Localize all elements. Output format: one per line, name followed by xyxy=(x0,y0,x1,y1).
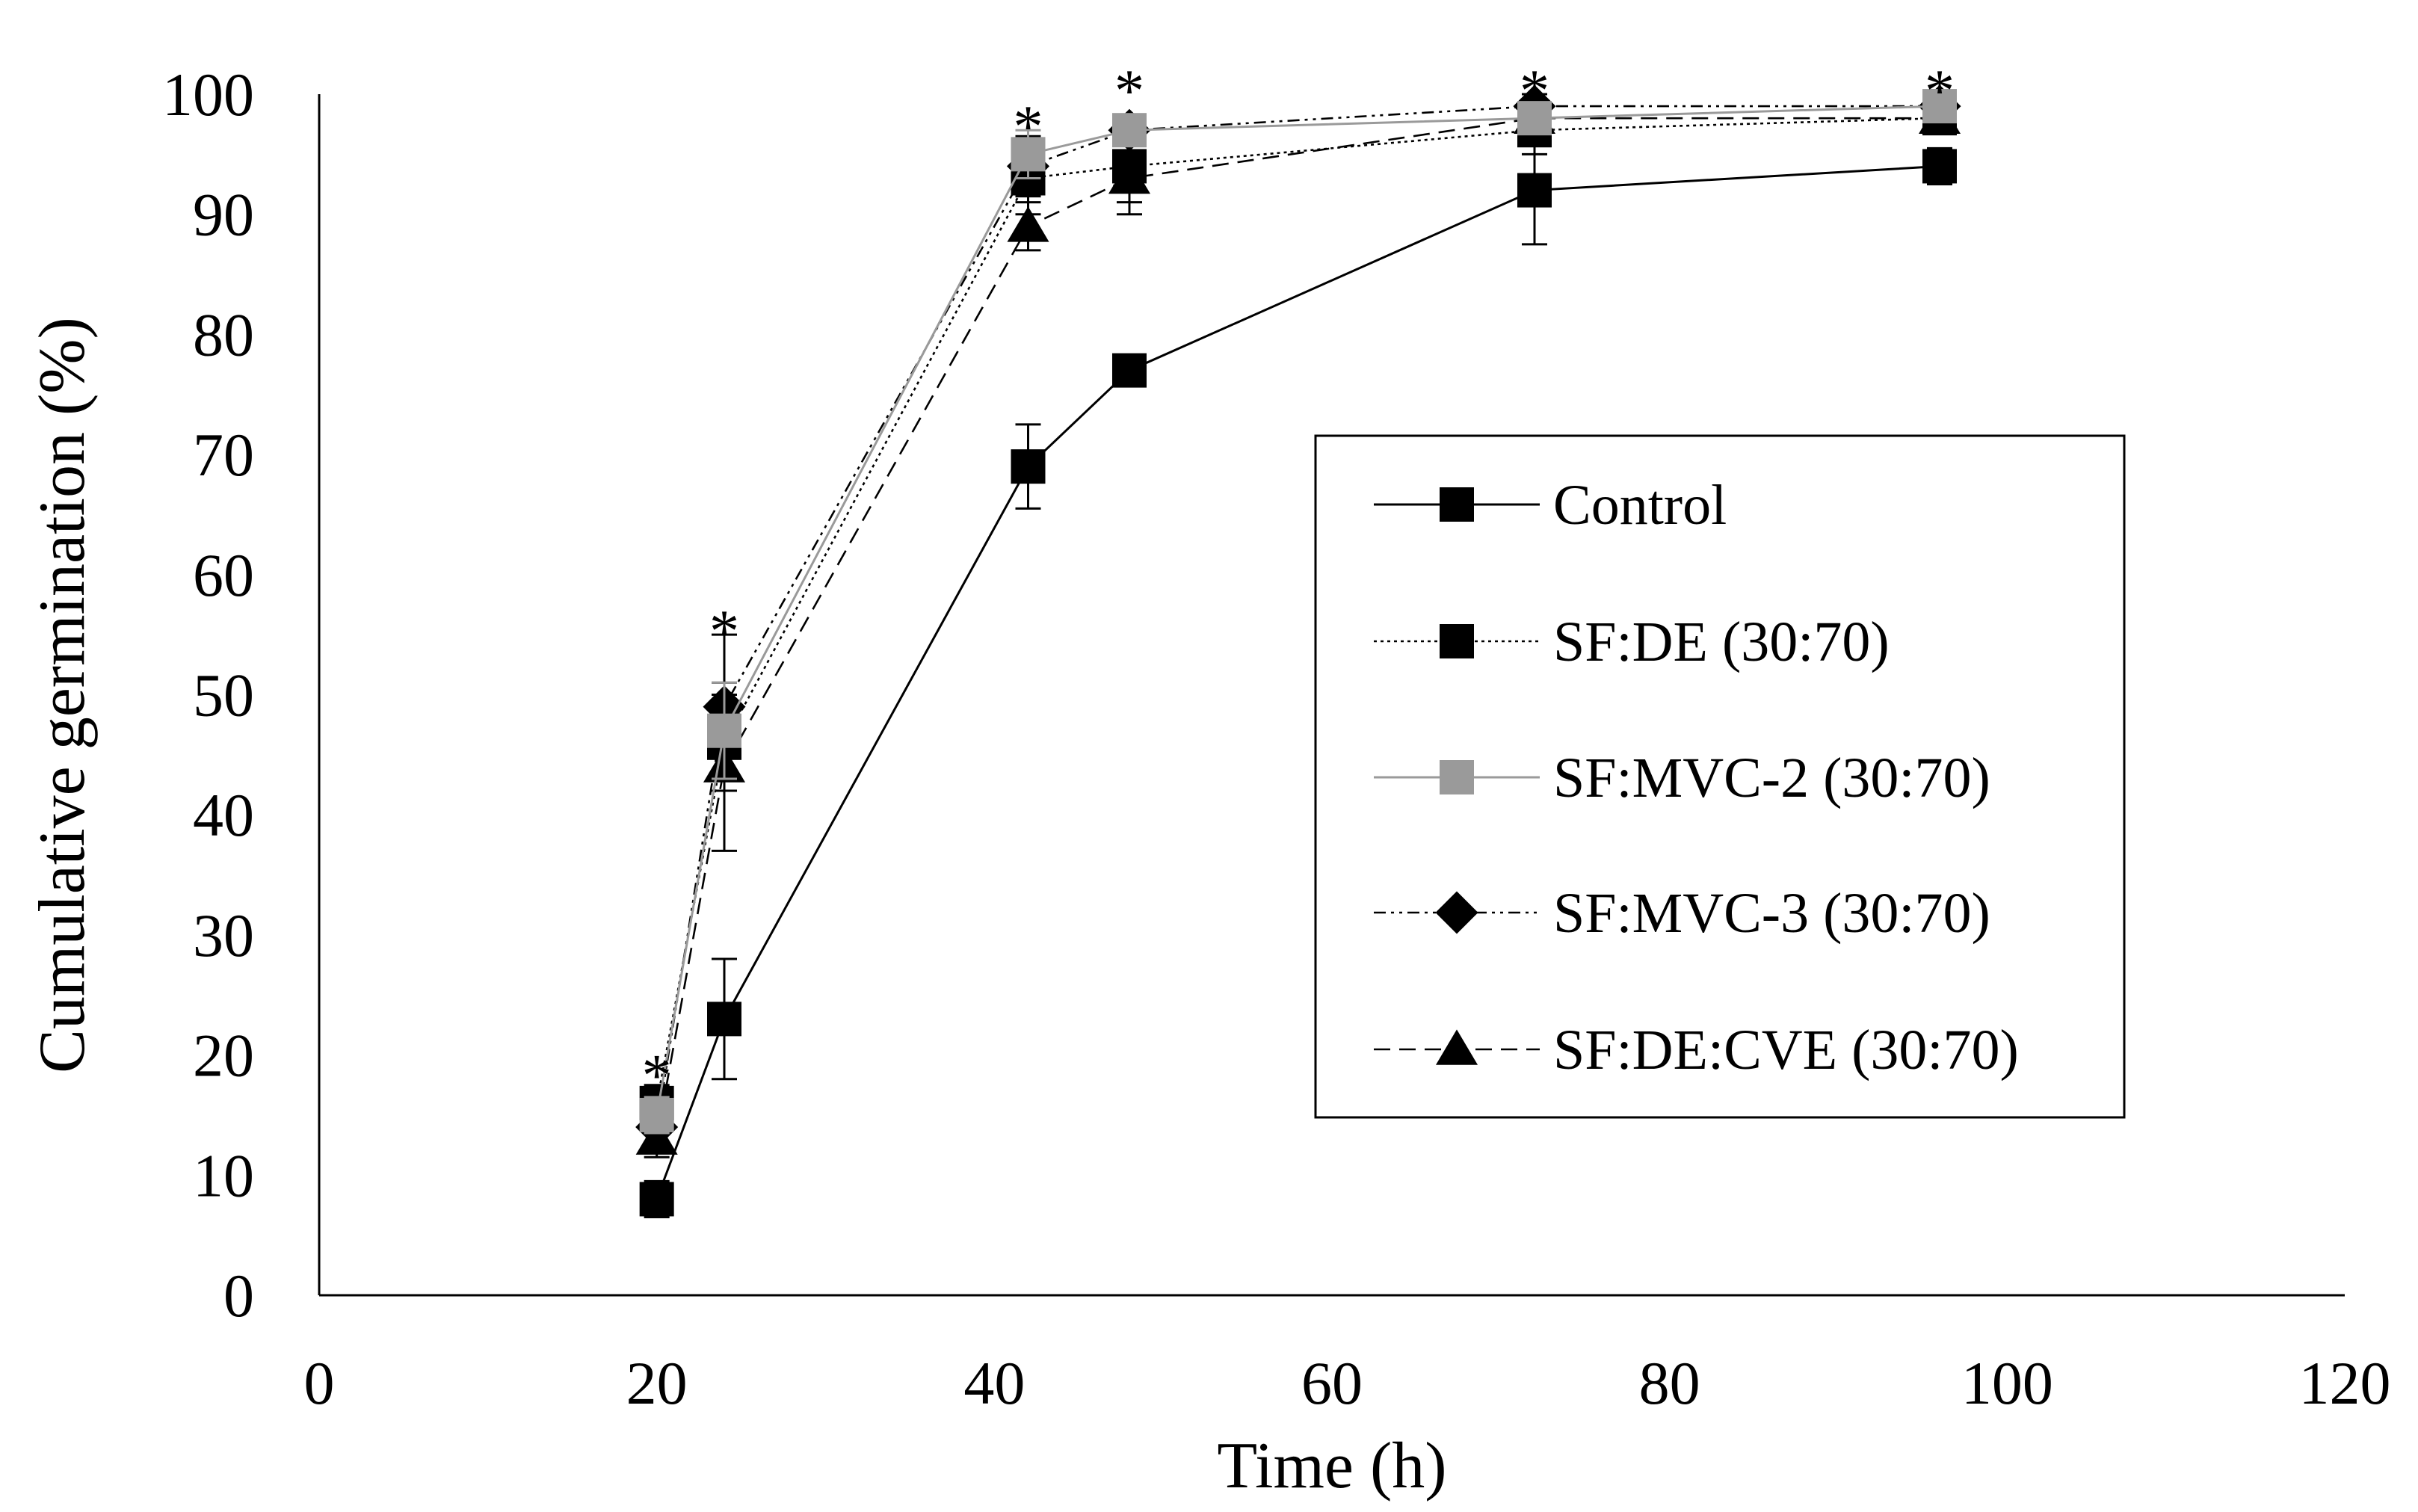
x-tick-label: 100 xyxy=(1961,1349,2053,1417)
legend-label: SF:MVC-2 (30:70) xyxy=(1553,747,1990,809)
data-point xyxy=(1112,353,1147,388)
x-tick-label: 0 xyxy=(304,1349,335,1417)
plot-area: * * * * * * xyxy=(635,58,1961,1219)
y-tick-label: 10 xyxy=(193,1141,254,1209)
legend-label: SF:DE (30:70) xyxy=(1553,611,1890,673)
axes xyxy=(318,94,2345,1297)
data-point xyxy=(1108,158,1151,194)
data-point xyxy=(1517,173,1552,208)
significance-star: * xyxy=(642,1043,672,1109)
legend-item: Control xyxy=(1374,474,1727,537)
data-point xyxy=(639,1182,674,1217)
significance-star: * xyxy=(709,599,739,664)
legend-marker xyxy=(1440,760,1474,794)
series-line xyxy=(656,117,1940,1104)
data-point xyxy=(707,1002,741,1037)
data-point xyxy=(1517,101,1552,136)
y-tick-label: 90 xyxy=(193,181,254,249)
data-point xyxy=(1007,206,1049,242)
series-line xyxy=(656,105,1940,1128)
data-point xyxy=(1011,449,1046,484)
y-tick-label: 60 xyxy=(193,541,254,609)
x-tick-label: 120 xyxy=(2299,1349,2391,1417)
x-tick-label: 60 xyxy=(1301,1349,1363,1417)
x-tick-label: 80 xyxy=(1639,1349,1700,1417)
y-axis-title: Cumulative germination (%) xyxy=(26,317,99,1073)
legend-label: SF:DE:CVE (30:70) xyxy=(1553,1019,2019,1081)
y-tick-label: 0 xyxy=(223,1262,254,1330)
y-tick-label: 40 xyxy=(193,781,254,849)
y-tick-label: 20 xyxy=(193,1022,254,1090)
series-line xyxy=(656,164,1940,1200)
y-tick-label: 70 xyxy=(193,421,254,489)
data-point xyxy=(1922,149,1957,184)
x-tick-label: 40 xyxy=(963,1349,1025,1417)
series-3 xyxy=(639,89,1957,1135)
legend-item: SF:MVC-3 (30:70) xyxy=(1374,882,1990,945)
y-tick-label: 30 xyxy=(193,901,254,969)
significance-star: * xyxy=(1114,58,1144,124)
data-point xyxy=(1922,89,1957,124)
data-point xyxy=(639,1097,674,1132)
y-tick-label: 100 xyxy=(162,61,254,129)
legend-label: SF:MVC-3 (30:70) xyxy=(1553,882,1990,945)
x-tick-label: 20 xyxy=(626,1349,688,1417)
series-1 xyxy=(639,135,1957,1219)
data-point xyxy=(1011,137,1046,172)
legend-marker xyxy=(1435,891,1478,934)
y-tick-label: 80 xyxy=(193,300,254,368)
tick-labels: 0 20 40 60 80 100 120 0 10 20 30 40 50 60 70 80 90 100 xyxy=(162,61,2391,1417)
data-point xyxy=(1112,113,1147,148)
legend-item: SF:DE:CVE (30:70) xyxy=(1374,1019,2019,1081)
significance-star: * xyxy=(1520,58,1549,124)
legend-item: SF:MVC-2 (30:70) xyxy=(1374,747,1990,809)
legend-marker xyxy=(1440,624,1474,658)
significance-star: * xyxy=(1014,94,1043,160)
legend-marker xyxy=(1435,1029,1478,1065)
x-axis-title: Time (h) xyxy=(1217,1430,1446,1502)
y-tick-label: 50 xyxy=(193,661,254,729)
data-point xyxy=(707,713,741,748)
legend-item: SF:DE (30:70) xyxy=(1374,611,1890,673)
significance-star: * xyxy=(1925,58,1955,124)
legend-marker xyxy=(1440,487,1474,522)
series-line xyxy=(656,105,1940,1116)
series-line xyxy=(656,117,1940,1140)
legend: Control SF:DE (30:70) SF:MVC-2 (30:70) SF:M… xyxy=(1314,434,2126,1119)
legend-label: Control xyxy=(1553,474,1727,537)
